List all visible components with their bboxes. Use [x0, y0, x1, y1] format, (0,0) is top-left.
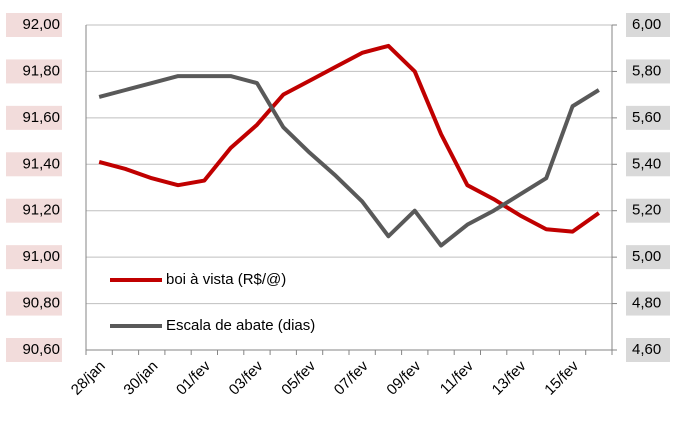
y2-tick-label: 5,60 — [632, 109, 661, 126]
y-tick-bg — [6, 13, 62, 37]
y-tick-label: 92,00 — [22, 16, 60, 33]
y2-tick-bg — [626, 198, 670, 223]
x-tick-label: 03/fev — [226, 357, 267, 398]
y2-tick-bg — [626, 291, 670, 316]
x-tick-label: 15/fev — [541, 357, 582, 398]
y2-tick-bg — [626, 152, 670, 177]
y2-tick-bg — [626, 338, 670, 362]
y2-tick-label: 5,20 — [632, 202, 661, 219]
series-line — [98, 74, 600, 248]
y-tick-label: 90,60 — [22, 341, 60, 358]
y2-tick-label: 6,00 — [632, 16, 661, 33]
x-tick-label: 07/fev — [331, 357, 372, 398]
legend-label: Escala de abate (dias) — [166, 317, 315, 334]
y-tick-bg — [6, 198, 62, 223]
series-line — [98, 43, 601, 234]
y-tick-bg — [6, 291, 62, 316]
x-tick-label: 09/fev — [383, 357, 424, 398]
x-tick-label: 30/jan — [120, 358, 161, 399]
y-tick-label: 91,80 — [22, 62, 60, 79]
y-tick-label: 90,80 — [22, 295, 60, 312]
y2-tick-label: 4,60 — [632, 341, 661, 358]
y2-tick-bg — [626, 59, 670, 84]
y2-tick-bg — [626, 13, 670, 37]
x-tick-label: 13/fev — [489, 357, 530, 398]
y-tick-label: 91,00 — [22, 248, 60, 265]
y2-tick-label: 4,80 — [632, 295, 661, 312]
y-tick-bg — [6, 152, 62, 177]
x-tick-label: 05/fev — [278, 357, 319, 398]
y-tick-label: 91,60 — [22, 109, 60, 126]
y-tick-bg — [6, 59, 62, 84]
legend-label: boi à vista (R$/@) — [166, 271, 286, 288]
y2-tick-bg — [626, 105, 670, 130]
y-tick-label: 91,20 — [22, 202, 60, 219]
y2-tick-label: 5,40 — [632, 155, 661, 172]
y-tick-bg — [6, 105, 62, 130]
y-tick-bg — [6, 338, 62, 362]
y2-tick-label: 5,80 — [632, 62, 661, 79]
y2-tick-label: 5,00 — [632, 248, 661, 265]
y-tick-label: 91,40 — [22, 155, 60, 172]
x-tick-label: 28/jan — [68, 358, 109, 399]
x-tick-label: 01/fev — [173, 357, 214, 398]
x-tick-label: 11/fev — [437, 357, 477, 397]
y2-tick-bg — [626, 245, 670, 270]
y-tick-bg — [6, 245, 62, 270]
